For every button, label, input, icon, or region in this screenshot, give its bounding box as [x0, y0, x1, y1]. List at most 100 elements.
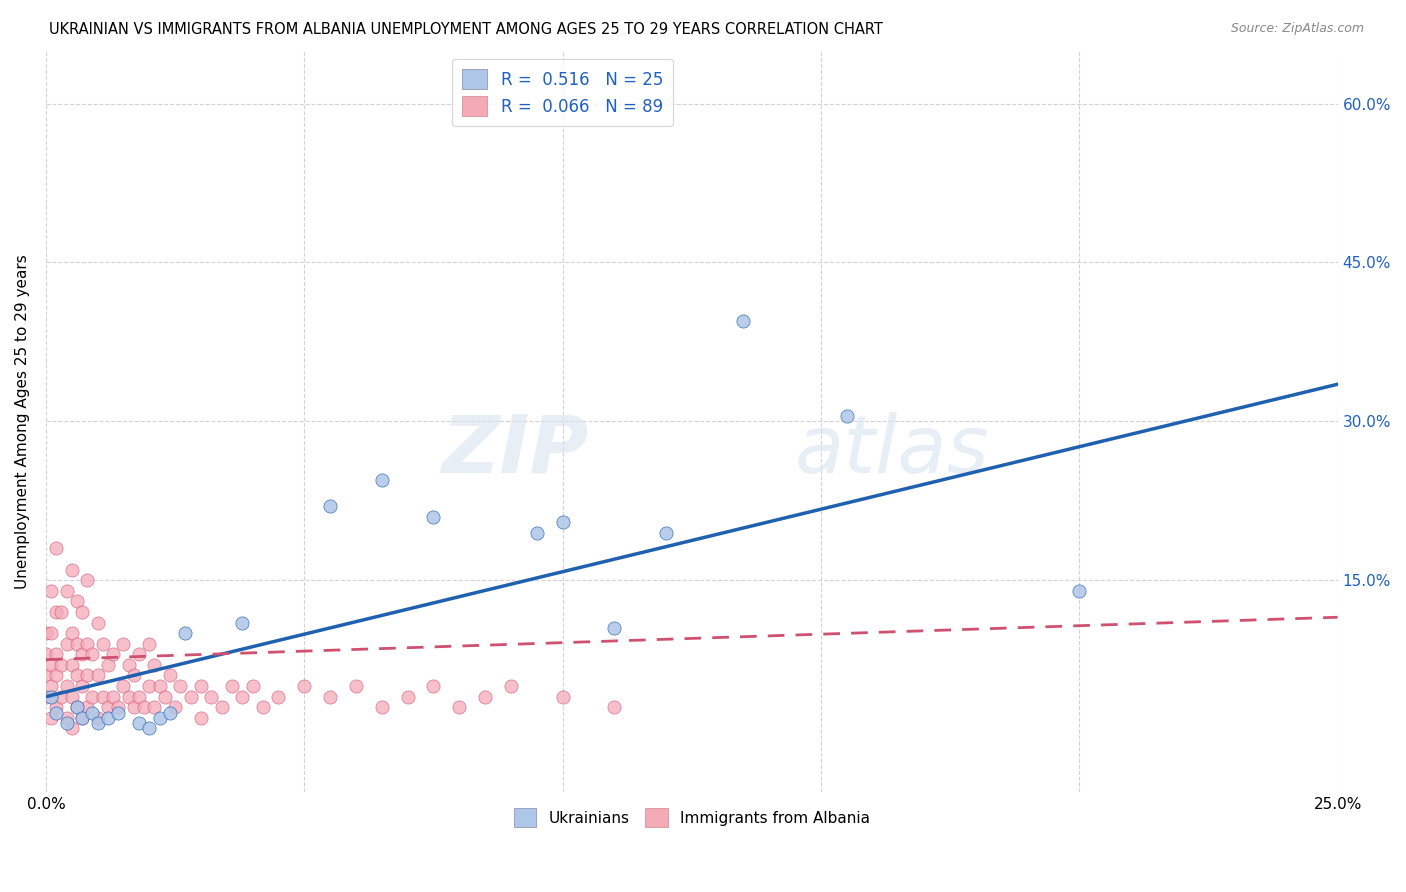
Point [526, 525, 548, 540]
Point [128, 690, 150, 704]
Point [655, 525, 678, 540]
Point [128, 648, 150, 662]
Point [51, 690, 73, 704]
Point [70, 648, 93, 662]
Point [1069, 583, 1091, 598]
Point [396, 690, 419, 704]
Point [97, 657, 120, 672]
Point [97, 711, 120, 725]
Point [117, 657, 139, 672]
Point [174, 626, 197, 640]
Point [86, 615, 108, 630]
Point [82, 706, 104, 720]
Point [159, 706, 181, 720]
Point [733, 314, 755, 328]
Point [51, 605, 73, 619]
Point [66, 637, 89, 651]
Point [499, 679, 522, 693]
Point [60, 722, 83, 736]
Point [55, 711, 77, 725]
Point [45, 648, 67, 662]
Point [45, 605, 67, 619]
Point [66, 700, 89, 714]
Point [231, 615, 253, 630]
Point [60, 626, 83, 640]
Point [35, 648, 58, 662]
Point [39, 711, 62, 725]
Point [82, 690, 104, 704]
Point [159, 668, 181, 682]
Point [107, 700, 129, 714]
Point [122, 700, 145, 714]
Point [45, 668, 67, 682]
Point [122, 668, 145, 682]
Point [149, 711, 172, 725]
Point [449, 700, 471, 714]
Point [60, 563, 83, 577]
Point [107, 706, 129, 720]
Point [371, 700, 394, 714]
Point [39, 626, 62, 640]
Point [551, 515, 574, 529]
Point [60, 690, 83, 704]
Point [76, 700, 98, 714]
Text: ZIP: ZIP [441, 412, 589, 490]
Point [86, 716, 108, 731]
Point [76, 668, 98, 682]
Point [70, 679, 93, 693]
Text: atlas: atlas [796, 412, 990, 490]
Point [474, 690, 496, 704]
Point [551, 690, 574, 704]
Point [221, 679, 243, 693]
Point [319, 690, 342, 704]
Point [200, 690, 222, 704]
Point [35, 626, 58, 640]
Point [70, 605, 93, 619]
Point [45, 541, 67, 556]
Point [835, 409, 858, 423]
Point [70, 711, 93, 725]
Point [117, 690, 139, 704]
Point [128, 716, 150, 731]
Point [55, 637, 77, 651]
Text: UKRAINIAN VS IMMIGRANTS FROM ALBANIA UNEMPLOYMENT AMONG AGES 25 TO 29 YEARS CORR: UKRAINIAN VS IMMIGRANTS FROM ALBANIA UNE… [49, 22, 883, 37]
Point [86, 668, 108, 682]
Point [319, 499, 342, 513]
Point [91, 637, 114, 651]
Point [231, 690, 253, 704]
Point [35, 668, 58, 682]
Point [190, 679, 212, 693]
Point [603, 621, 626, 635]
Point [138, 679, 160, 693]
Point [70, 711, 93, 725]
Point [292, 679, 315, 693]
Point [51, 657, 73, 672]
Point [242, 679, 264, 693]
Point [180, 690, 202, 704]
Point [35, 690, 58, 704]
Point [45, 700, 67, 714]
Point [60, 657, 83, 672]
Point [97, 700, 120, 714]
Point [91, 690, 114, 704]
Point [169, 679, 191, 693]
Point [76, 637, 98, 651]
Point [45, 706, 67, 720]
Point [267, 690, 290, 704]
Point [138, 722, 160, 736]
Point [101, 648, 124, 662]
Point [66, 594, 89, 608]
Point [422, 509, 444, 524]
Point [190, 711, 212, 725]
Point [55, 583, 77, 598]
Point [422, 679, 444, 693]
Text: Source: ZipAtlas.com: Source: ZipAtlas.com [1230, 22, 1364, 36]
Point [143, 700, 166, 714]
Point [55, 716, 77, 731]
Point [66, 668, 89, 682]
Point [153, 690, 176, 704]
Point [39, 583, 62, 598]
Point [344, 679, 367, 693]
Point [149, 679, 172, 693]
Point [39, 690, 62, 704]
